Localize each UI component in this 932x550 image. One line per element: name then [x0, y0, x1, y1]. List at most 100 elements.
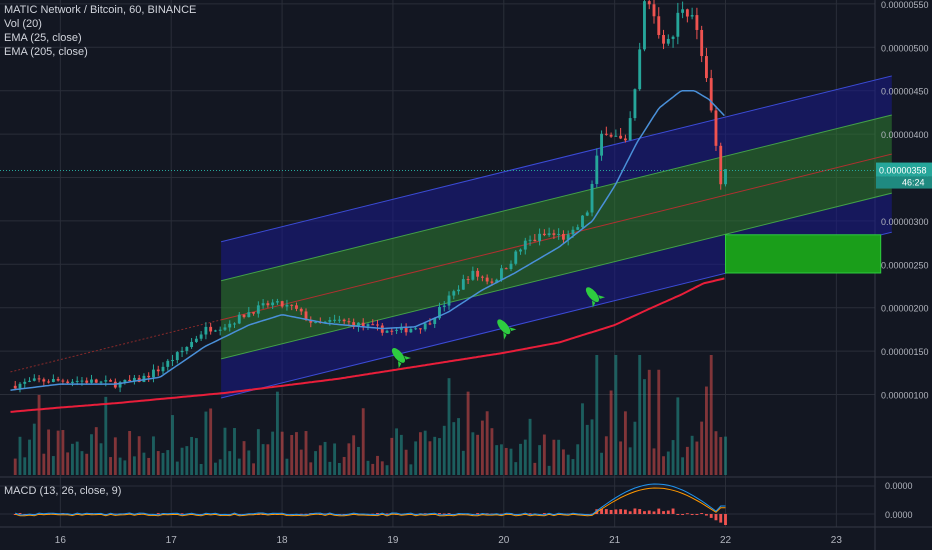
- macd-histogram-bar: [542, 513, 546, 515]
- target-zone-box: [725, 234, 882, 274]
- volume-bar: [261, 444, 265, 475]
- volume-bar: [199, 463, 203, 475]
- macd-histogram-bar: [623, 509, 627, 514]
- volume-bar: [724, 436, 727, 475]
- volume-bar: [290, 434, 294, 475]
- candle-body: [671, 36, 675, 39]
- volume-bar: [380, 461, 384, 475]
- candle-body: [690, 15, 694, 17]
- volume-bar: [399, 434, 403, 475]
- time-tick-label: 23: [831, 535, 843, 546]
- candle-body: [490, 281, 494, 283]
- volume-bar: [500, 444, 503, 475]
- candle-body: [438, 306, 441, 319]
- rocket-body: [497, 319, 511, 335]
- macd-legend: MACD (13, 26, close, 9): [4, 485, 122, 497]
- candle-body: [633, 89, 637, 119]
- volume-bar: [333, 443, 337, 475]
- candle-body: [214, 330, 217, 332]
- volume-bar: [299, 449, 303, 475]
- candle-body: [414, 328, 418, 330]
- volume-bar: [285, 458, 289, 475]
- volume-bar: [676, 397, 680, 475]
- volume-bar: [485, 411, 489, 475]
- volume-bar: [233, 428, 236, 475]
- volume-bar: [94, 427, 98, 475]
- candle-body: [161, 366, 165, 372]
- candle-body: [509, 263, 513, 270]
- candle-body: [371, 324, 375, 326]
- axis-corner: [876, 528, 932, 550]
- macd-histogram-bar: [447, 513, 451, 515]
- volume-bar: [523, 439, 527, 475]
- candle-body: [42, 379, 46, 382]
- volume-bar: [142, 452, 146, 475]
- rocket-fin-right: [404, 355, 412, 360]
- volume-bar: [123, 460, 127, 475]
- volume-bar: [428, 441, 432, 475]
- candle-body: [619, 135, 623, 139]
- volume-bar: [576, 444, 580, 475]
- candle-body: [80, 380, 84, 382]
- candle-body: [247, 312, 251, 318]
- volume-bar: [28, 439, 31, 475]
- volume-bar: [342, 456, 346, 475]
- ema-fast-legend: EMA (25, close): [4, 32, 82, 44]
- volume-bar: [318, 445, 322, 475]
- candle-body: [361, 322, 365, 327]
- candle-body: [266, 303, 270, 306]
- volume-bar: [132, 456, 136, 475]
- candle-body: [647, 1, 651, 5]
- volume-bar: [304, 431, 308, 475]
- candle-body: [714, 110, 718, 146]
- macd-histogram-bar: [676, 514, 680, 515]
- macd-histogram-bar: [643, 511, 646, 514]
- volume-bar: [480, 420, 484, 475]
- volume-bar: [452, 422, 456, 475]
- macd-histogram-bar: [714, 514, 718, 521]
- volume-bar: [666, 451, 670, 475]
- volume-bar: [542, 434, 546, 475]
- rocket-fin-left: [591, 300, 596, 308]
- candle-body: [314, 322, 317, 324]
- volume-bar: [700, 421, 704, 475]
- candle-body: [719, 145, 723, 185]
- volume-bar: [85, 453, 89, 475]
- volume-bar: [705, 386, 708, 475]
- macd-histogram-bar: [690, 514, 694, 515]
- candle-body: [471, 270, 475, 280]
- candle-body: [409, 329, 413, 333]
- volume-bar: [214, 462, 217, 475]
- candle-body: [66, 381, 70, 383]
- candle-body: [199, 334, 203, 339]
- candle-body: [376, 324, 379, 326]
- volume-bar: [671, 440, 675, 475]
- candle-body: [228, 323, 232, 328]
- time-tick-label: 16: [55, 535, 67, 546]
- candle-body: [528, 239, 532, 241]
- candle-body: [519, 249, 522, 252]
- price-tick-label: 0.00000400: [881, 130, 929, 140]
- volume-bar: [390, 437, 394, 475]
- candle-body: [428, 323, 432, 325]
- volume-bar: [585, 424, 589, 475]
- volume-bar: [638, 355, 642, 475]
- volume-bar: [404, 449, 408, 475]
- candle-body: [461, 279, 465, 290]
- candle-body: [495, 279, 499, 283]
- candle-body: [261, 303, 265, 306]
- candle-body: [623, 138, 627, 141]
- volume-bar: [528, 418, 532, 475]
- candle-body: [342, 319, 346, 322]
- volume-bar: [37, 394, 41, 475]
- candle-body: [290, 304, 294, 306]
- macd-histogram-bar: [681, 514, 685, 515]
- macd-histogram-bar: [600, 508, 603, 514]
- price-tick-label: 0.00000450: [881, 87, 929, 97]
- price-tick-label: 0.00000550: [881, 0, 929, 10]
- volume-bar: [90, 434, 93, 475]
- volume-bar: [175, 461, 179, 475]
- volume-bar: [409, 464, 413, 475]
- candle-body: [390, 330, 394, 332]
